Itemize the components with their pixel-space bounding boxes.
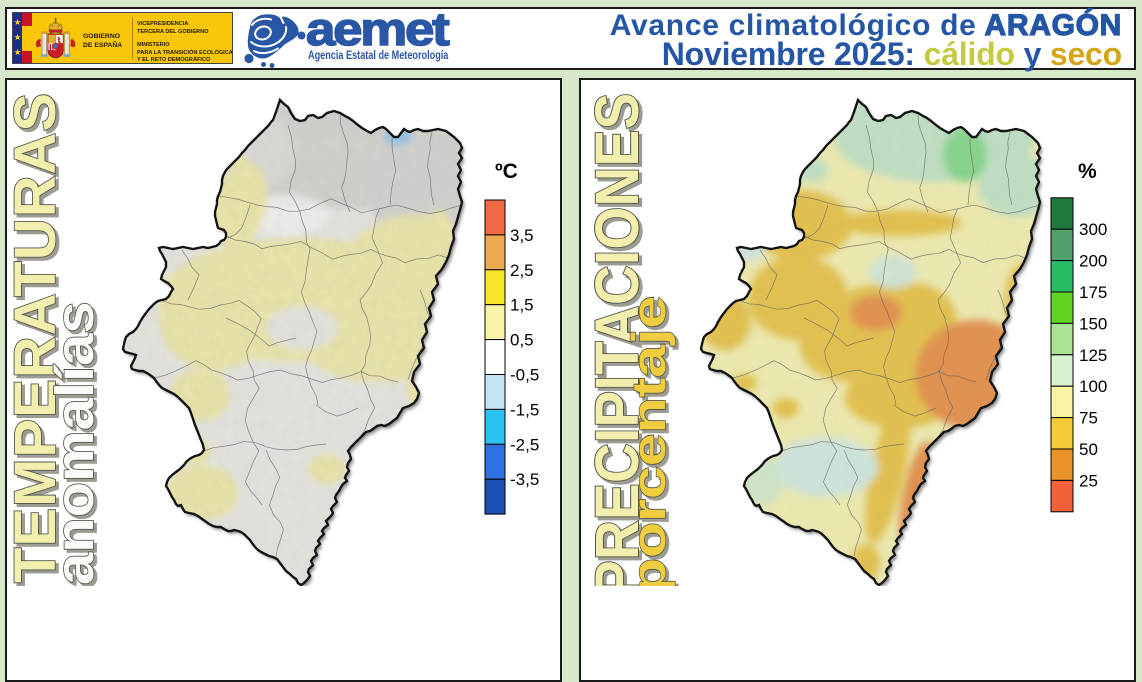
svg-text:-0,5: -0,5 [510, 366, 539, 385]
svg-text:porcentaje: porcentaje [626, 299, 678, 586]
svg-text:anomalías: anomalías [48, 304, 107, 586]
svg-text:25: 25 [1079, 471, 1098, 490]
svg-text:1,5: 1,5 [510, 296, 534, 315]
svg-text:TEMPERATURAS: TEMPERATURAS [6, 95, 71, 586]
svg-text:150: 150 [1079, 314, 1107, 333]
svg-text:200: 200 [1079, 252, 1107, 271]
svg-text:porcentaje: porcentaje [623, 296, 675, 586]
svg-text:300: 300 [1079, 220, 1107, 239]
svg-text:0,5: 0,5 [510, 331, 534, 350]
svg-text:-1,5: -1,5 [510, 400, 539, 419]
svg-text:100: 100 [1079, 377, 1107, 396]
svg-text:75: 75 [1079, 409, 1098, 428]
svg-text:anomalías: anomalías [45, 301, 104, 585]
svg-text:50: 50 [1079, 440, 1098, 459]
svg-text:2,5: 2,5 [510, 261, 534, 280]
svg-text:TEMPERATURAS: TEMPERATURAS [3, 92, 68, 583]
svg-text:PRECIPITACIONES: PRECIPITACIONES [586, 96, 655, 586]
svg-text:3,5: 3,5 [510, 226, 534, 245]
svg-text:125: 125 [1079, 346, 1107, 365]
svg-text:%: % [1078, 160, 1097, 183]
svg-text:PRECIPITACIONES: PRECIPITACIONES [583, 93, 652, 586]
svg-text:-3,5: -3,5 [510, 470, 539, 489]
svg-text:-2,5: -2,5 [510, 435, 539, 454]
svg-text:175: 175 [1079, 283, 1107, 302]
svg-text:ºC: ºC [495, 160, 518, 183]
